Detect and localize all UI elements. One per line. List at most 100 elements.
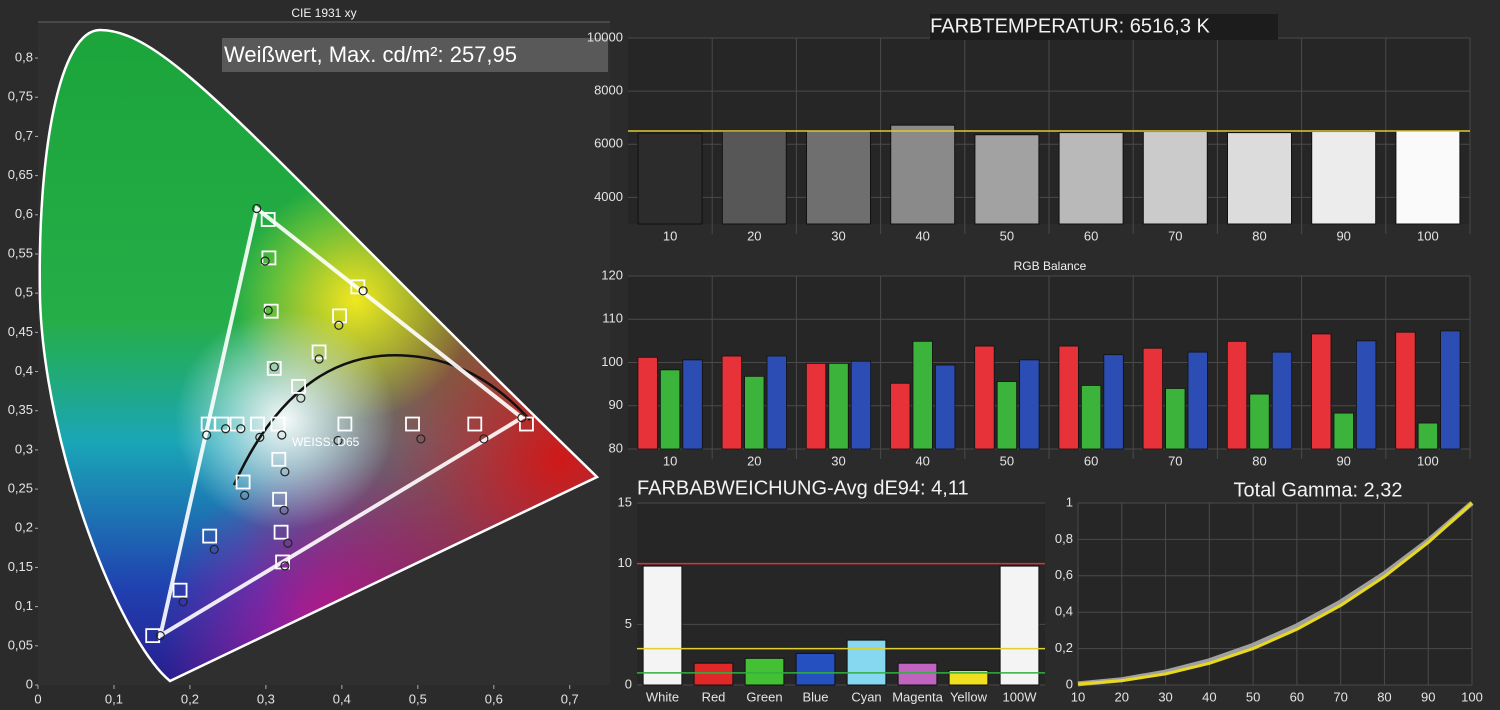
bar xyxy=(1249,393,1270,450)
measured-point xyxy=(209,544,219,555)
y-tick-label: 8000 xyxy=(594,83,623,98)
measured-point xyxy=(479,434,489,444)
x-tick-label: 0,3 xyxy=(257,691,275,706)
bar xyxy=(1333,412,1354,450)
x-tick-label: 70 xyxy=(1168,228,1182,243)
y-tick-label: 0,15 xyxy=(8,559,33,574)
target-point xyxy=(235,474,251,490)
y-tick-label: 80 xyxy=(609,440,623,455)
bar xyxy=(1395,130,1461,225)
x-tick-label: 0,2 xyxy=(181,691,199,706)
y-tick-label: 0,35 xyxy=(8,402,33,417)
measured-point xyxy=(314,354,324,364)
bar xyxy=(1226,340,1248,450)
title-box xyxy=(930,14,1278,40)
bar xyxy=(1058,345,1079,450)
target-point xyxy=(405,416,420,432)
x-tick-label: 50 xyxy=(1000,453,1014,468)
bar xyxy=(642,565,683,686)
measured-point xyxy=(252,203,262,214)
y-tick-label: 0,75 xyxy=(8,89,33,104)
x-tick-label: 40 xyxy=(1202,689,1216,704)
measured-point xyxy=(416,434,426,444)
bar xyxy=(828,362,849,450)
x-tick-label: Red xyxy=(702,689,726,704)
measured-point xyxy=(280,561,290,571)
chart-title: FARBABWEICHUNG-Avg dE94: 4,11 xyxy=(637,477,969,499)
x-tick-label: 80 xyxy=(1377,689,1391,704)
bar xyxy=(1019,359,1040,450)
bar xyxy=(1142,347,1163,450)
bar xyxy=(948,669,989,686)
target-point xyxy=(200,416,216,432)
planckian-locus xyxy=(232,353,531,486)
bar xyxy=(999,565,1040,686)
y-tick-label: 0,6 xyxy=(1055,567,1073,582)
measured-point xyxy=(263,305,273,315)
target-point xyxy=(172,582,188,598)
y-tick-label: 0,7 xyxy=(15,128,33,143)
gamma-line xyxy=(1077,501,1474,686)
x-tick-label: 70 xyxy=(1333,689,1347,704)
y-tick-label: 1 xyxy=(1066,494,1073,509)
bar xyxy=(890,382,911,450)
x-tick-label: 70 xyxy=(1168,453,1182,468)
bar xyxy=(744,375,765,450)
x-tick-label: 40 xyxy=(915,453,929,468)
y-tick-label: 0,55 xyxy=(8,245,33,260)
bar xyxy=(721,131,787,225)
target-point xyxy=(250,416,265,432)
y-tick-label: 0 xyxy=(625,676,632,691)
x-tick-label: 30 xyxy=(831,228,845,243)
bar xyxy=(637,356,658,450)
y-tick-label: 90 xyxy=(609,397,623,412)
x-tick-label: 50 xyxy=(1000,228,1014,243)
y-tick-label: 0,05 xyxy=(8,637,33,652)
bar xyxy=(1311,131,1377,225)
x-tick-label: 60 xyxy=(1084,228,1098,243)
x-tick-label: 50 xyxy=(1246,689,1260,704)
chart-title: CIE 1931 xy xyxy=(291,6,356,20)
bar xyxy=(974,345,995,450)
bar xyxy=(766,355,787,450)
x-tick-label: 0 xyxy=(34,691,41,706)
bar xyxy=(721,355,742,450)
measured-point xyxy=(221,424,231,434)
y-tick-label: 110 xyxy=(602,311,623,326)
y-tick-label: 0 xyxy=(26,676,33,691)
target-point xyxy=(145,628,161,644)
target-point xyxy=(337,416,353,432)
bar xyxy=(912,340,933,450)
measured-point xyxy=(178,597,188,607)
gamut-triangle xyxy=(157,204,526,640)
bar xyxy=(1103,354,1124,450)
y-tick-label: 0,6 xyxy=(15,206,33,221)
measured-point xyxy=(260,256,270,266)
bar xyxy=(897,662,938,686)
bar xyxy=(935,364,956,450)
y-tick-label: 4000 xyxy=(594,189,623,204)
target-point xyxy=(467,416,483,432)
bar xyxy=(1395,331,1416,450)
bar xyxy=(682,359,703,450)
chart-title: FARBTEMPERATUR: 6516,3 K xyxy=(930,15,1210,37)
bar xyxy=(637,132,703,225)
x-tick-label: 10 xyxy=(663,228,677,243)
bar xyxy=(1142,131,1208,225)
x-tick-label: 0,6 xyxy=(485,691,503,706)
x-tick-label: 20 xyxy=(747,228,761,243)
y-tick-label: 10 xyxy=(618,555,632,570)
x-tick-label: Magenta xyxy=(892,689,943,704)
y-tick-label: 0,4 xyxy=(15,363,33,378)
y-tick-label: 0,2 xyxy=(1055,640,1073,655)
y-tick-label: 0,5 xyxy=(15,285,33,300)
measured-point xyxy=(334,320,344,330)
bar xyxy=(795,652,836,686)
bar xyxy=(806,130,871,225)
x-tick-label: 90 xyxy=(1421,689,1435,704)
annotation: Weißwert, Max. cd/m²: 257,95 xyxy=(224,42,517,67)
chart-title: Total Gamma: 2,32 xyxy=(1234,479,1403,501)
target-point xyxy=(271,451,287,467)
measured-point xyxy=(155,631,165,641)
bar xyxy=(850,360,872,450)
